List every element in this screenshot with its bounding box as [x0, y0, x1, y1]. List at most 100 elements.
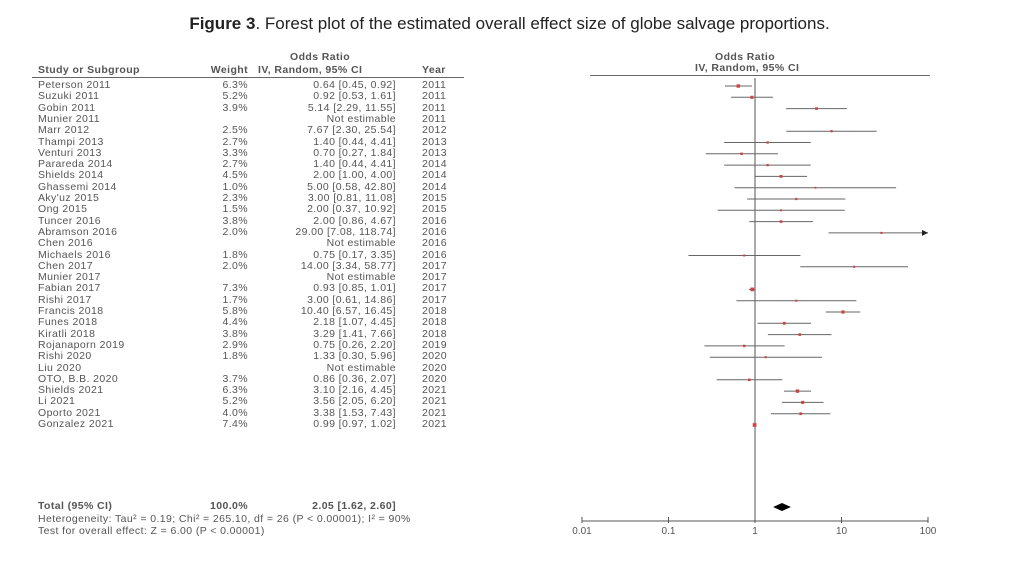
point-estimate	[795, 299, 798, 302]
study-name: Thampi 2013	[38, 135, 104, 148]
study-year: 2017	[422, 282, 447, 295]
study-name: Chen 2016	[38, 237, 93, 250]
study-year: 2011	[422, 90, 447, 103]
study-name: Marr 2012	[38, 124, 90, 137]
study-ci: 1.40 [0.44, 4.41]	[313, 135, 396, 148]
study-weight: 2.0%	[222, 225, 248, 238]
study-year: 2017	[422, 271, 447, 284]
study-ci: 0.93 [0.85, 1.01]	[313, 282, 396, 295]
study-header: Study or Subgroup	[38, 64, 140, 76]
study-ci: 5.14 [2.29, 11.55]	[307, 101, 396, 114]
point-estimate	[766, 163, 769, 167]
study-name: Chen 2017	[38, 259, 93, 272]
heterogeneity-text: Heterogeneity: Tau² = 0.19; Chi² = 265.1…	[38, 513, 411, 525]
study-name: Kiratli 2018	[38, 327, 96, 340]
study-ci: 2.18 [1.07, 4.45]	[313, 316, 396, 329]
study-weight: 2.7%	[222, 135, 248, 148]
study-name: Rishi 2017	[38, 293, 92, 306]
point-estimate	[799, 412, 803, 416]
study-year: 2017	[422, 259, 447, 272]
study-year: 2021	[422, 418, 447, 430]
point-estimate	[748, 378, 751, 382]
study-weight: 6.3%	[222, 384, 248, 397]
study-weight: 1.7%	[222, 293, 248, 306]
study-weight: 7.3%	[222, 282, 248, 295]
plot-header-rule	[590, 75, 930, 76]
point-estimate	[853, 265, 856, 268]
study-ci: 3.29 [1.41, 7.66]	[313, 327, 396, 340]
study-weight: 2.5%	[222, 124, 248, 137]
study-name: Francis 2018	[38, 305, 104, 317]
study-name: Munier 2011	[38, 112, 100, 125]
study-ci: 3.38 [1.53, 7.43]	[313, 406, 396, 419]
year-header: Year	[422, 64, 446, 76]
study-ci: 3.10 [2.16, 4.45]	[313, 384, 396, 397]
weight-header: Weight	[210, 64, 248, 76]
study-ci: Not estimable	[326, 112, 396, 125]
ci-arrow	[922, 229, 928, 236]
point-estimate	[752, 423, 757, 427]
study-ci: 0.70 [0.27, 1.84]	[313, 146, 396, 159]
study-ci: 2.00 [1.00, 4.00]	[313, 169, 396, 182]
study-weight: 6.3%	[222, 79, 248, 91]
point-estimate	[779, 174, 783, 178]
study-name: Liu 2020	[38, 361, 82, 374]
study-year: 2019	[422, 338, 447, 351]
study-name: Shields 2014	[38, 169, 104, 182]
study-weight: 3.8%	[222, 214, 248, 227]
study-name: Shields 2021	[38, 384, 104, 397]
x-tick-label: 0.01	[572, 526, 592, 537]
study-ci: 2.00 [0.86, 4.67]	[313, 214, 396, 227]
study-year: 2013	[422, 135, 447, 148]
study-ci: 7.67 [2.30, 25.54]	[307, 124, 396, 137]
study-weight: 3.9%	[222, 101, 248, 114]
point-estimate	[743, 254, 746, 257]
study-name: Funes 2018	[38, 316, 98, 329]
study-ci: Not estimable	[326, 237, 396, 250]
study-name: Aky'uz 2015	[38, 192, 100, 204]
study-ci: 0.64 [0.45, 0.92]	[313, 79, 396, 91]
plot-header-top: Odds Ratio	[715, 51, 776, 63]
study-name: Gobin 2011	[38, 101, 96, 114]
study-weight: 1.0%	[222, 180, 248, 193]
study-name: Fabian 2017	[38, 282, 101, 295]
point-estimate	[801, 400, 805, 404]
study-year: 2016	[422, 248, 447, 261]
point-estimate	[766, 141, 769, 144]
total-diamond	[773, 503, 791, 511]
point-estimate	[750, 287, 755, 292]
total-weight: 100.0%	[209, 500, 248, 512]
study-ci: 3.56 [2.05, 6.20]	[313, 395, 396, 408]
study-weight: 5.8%	[222, 305, 248, 317]
study-ci: Not estimable	[326, 361, 396, 374]
study-year: 2016	[422, 237, 447, 250]
study-year: 2020	[422, 361, 447, 374]
study-year: 2012	[422, 124, 447, 137]
study-name: Gonzalez 2021	[38, 418, 114, 430]
study-ci: 1.40 [0.44, 4.41]	[313, 158, 396, 171]
study-weight: 2.0%	[222, 259, 248, 272]
figure-caption: . Forest plot of the estimated overall e…	[255, 14, 830, 33]
study-name: Tuncer 2016	[38, 214, 101, 227]
point-estimate	[779, 220, 783, 223]
study-name: OTO, B.B. 2020	[38, 372, 119, 385]
x-tick-label: 0.1	[662, 526, 676, 537]
study-name: Michaels 2016	[38, 248, 111, 261]
total-label: Total (95% CI)	[38, 500, 113, 512]
study-year: 2011	[422, 101, 447, 114]
point-estimate	[750, 95, 754, 99]
x-tick-label: 1	[752, 526, 758, 537]
study-weight: 3.7%	[222, 372, 248, 385]
point-estimate	[880, 231, 883, 234]
study-weight: 1.8%	[222, 350, 248, 363]
study-name: Li 2021	[38, 395, 76, 408]
study-ci: 5.00 [0.58, 42.80]	[307, 180, 396, 193]
total-ci: 2.05 [1.62, 2.60]	[312, 500, 396, 512]
study-name: Abramson 2016	[38, 225, 118, 238]
study-ci: 0.86 [0.36, 2.07]	[313, 372, 396, 385]
point-estimate	[782, 321, 786, 325]
study-ci: 14.00 [3.34, 58.77]	[300, 259, 396, 272]
x-tick-label: 100	[920, 526, 937, 537]
study-name: Rojanaporn 2019	[38, 338, 125, 351]
